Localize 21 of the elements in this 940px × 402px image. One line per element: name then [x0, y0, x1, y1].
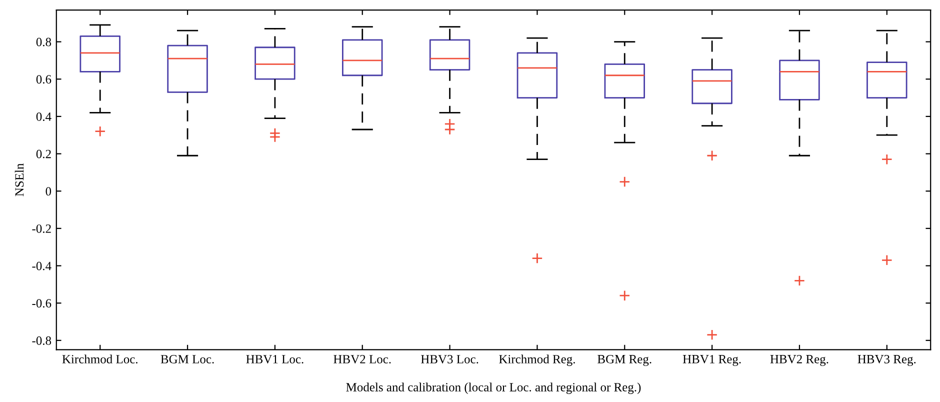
y-tick-label: -0.4 [32, 262, 52, 270]
x-tick-label: HBV3 Loc. [420, 355, 478, 364]
y-tick-label: 0.6 [36, 75, 52, 84]
x-tick-label: Kirchmod Loc. [62, 354, 138, 364]
x-tick-label: HBV1 Loc. [246, 355, 304, 364]
y-axis-title: NSEln [14, 163, 24, 196]
y-tick-label: -0.6 [32, 299, 52, 308]
x-tick-label: Kirchmod Reg. [499, 354, 575, 366]
x-tick-label: HBV1 Reg. [682, 354, 741, 366]
y-tick-label: 0 [46, 187, 52, 196]
x-tick-label: HBV2 Loc. [334, 355, 391, 364]
x-axis-title: Models and calibration (local or Loc. and regional or Reg.) [346, 382, 641, 394]
y-tick-label: -0.8 [32, 336, 52, 345]
y-tick-label: 0.8 [36, 38, 52, 46]
x-tick-label: HBV3 Reg. [858, 354, 916, 366]
x-tick-label: BGM Loc. [160, 355, 214, 364]
y-tick-label: 0.2 [36, 150, 51, 158]
y-tick-label: 0.4 [36, 112, 52, 121]
x-tick-label: BGM Reg. [598, 354, 652, 366]
x-tick-label: HBV2 Reg. [770, 354, 828, 366]
y-tick-label: -0.2 [32, 224, 51, 233]
